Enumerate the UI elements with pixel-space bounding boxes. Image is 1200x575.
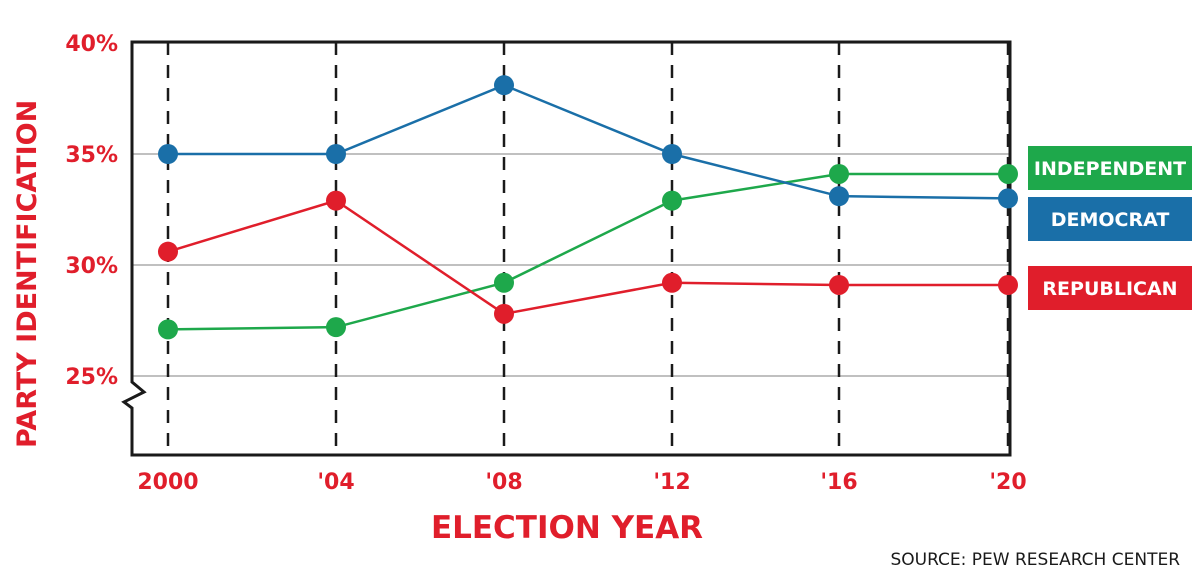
legend: INDEPENDENT DEMOCRAT REPUBLICAN (1028, 146, 1192, 310)
x-tick-label-3: '12 (653, 470, 690, 495)
legend-label-republican: REPUBLICAN (1042, 278, 1177, 300)
point-independent-1 (326, 317, 346, 338)
point-republican-2 (494, 303, 514, 324)
y-axis-label: PARTY IDENTIFICATION (12, 100, 43, 448)
legend-swatch-republican (1028, 266, 1192, 310)
point-independent-5 (998, 163, 1018, 184)
series-independent (158, 163, 1018, 340)
plot-frame (121, 40, 1012, 457)
point-republican-1 (326, 190, 346, 211)
point-democrat-2 (494, 75, 514, 96)
x-tick-label-5: '20 (989, 470, 1026, 495)
series-line-democrat (168, 83, 1009, 200)
x-tick-label-2: '08 (485, 470, 522, 495)
y-tick-label-2: 30% (65, 254, 118, 279)
source-note: SOURCE: PEW RESEARCH CENTER (890, 550, 1180, 570)
grid-layer (132, 42, 1010, 455)
x-axis-label: ELECTION YEAR (431, 510, 703, 546)
point-republican-5 (998, 274, 1018, 295)
legend-swatch-independent (1028, 146, 1192, 190)
point-democrat-0 (158, 144, 178, 164)
point-independent-0 (158, 319, 178, 340)
point-independent-2 (494, 272, 514, 293)
point-democrat-1 (326, 144, 346, 164)
series-line-independent (167, 172, 1008, 331)
y-tick-label-3: 25% (65, 365, 118, 390)
legend-swatch-democrat (1028, 197, 1192, 241)
tick-labels: 40% 35% 30% 25% 2000 '04 '08 '12 '16 '20 (65, 32, 1026, 495)
point-republican-0 (158, 241, 178, 262)
legend-label-democrat: DEMOCRAT (1051, 209, 1170, 231)
point-independent-4 (829, 163, 849, 184)
point-independent-3 (662, 190, 682, 211)
series-republican (158, 190, 1018, 324)
point-democrat-4 (829, 186, 849, 207)
series-layer (158, 75, 1018, 340)
x-tick-label-4: '16 (820, 470, 857, 495)
y-tick-label-1: 35% (65, 143, 118, 168)
series-democrat (158, 75, 1018, 209)
x-tick-label-1: '04 (317, 470, 354, 495)
point-democrat-5 (998, 188, 1018, 209)
plot-border (121, 40, 1012, 457)
point-democrat-3 (662, 144, 682, 164)
legend-label-independent: INDEPENDENT (1034, 158, 1186, 180)
series-line-republican (167, 199, 1008, 316)
x-tick-label-0: 2000 (137, 470, 198, 495)
point-republican-3 (662, 272, 682, 293)
y-tick-label-0: 40% (65, 32, 118, 57)
point-republican-4 (829, 274, 849, 295)
